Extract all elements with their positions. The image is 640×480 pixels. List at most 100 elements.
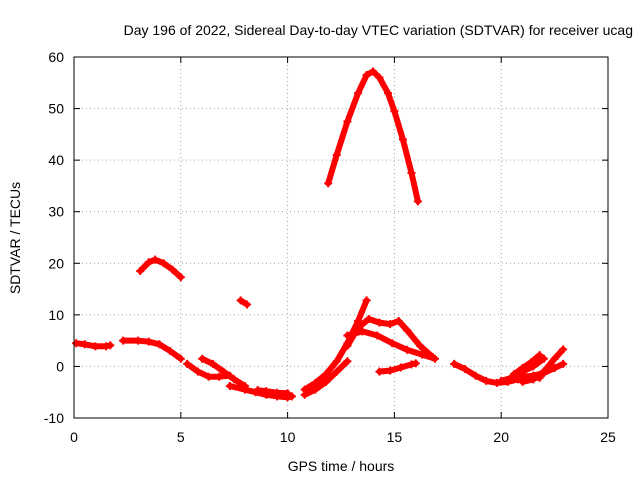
data-point	[311, 378, 320, 387]
data-point	[332, 367, 341, 376]
x-tick-label: 20	[493, 429, 509, 445]
data-point	[283, 389, 292, 398]
data-point	[471, 371, 480, 380]
data-point	[354, 317, 363, 326]
data-point	[394, 317, 403, 326]
series-arc-8	[254, 387, 291, 397]
data-point	[396, 363, 405, 372]
data-point	[373, 331, 382, 340]
data-point	[332, 357, 341, 366]
data-point	[375, 73, 384, 82]
x-tick-label: 5	[177, 429, 185, 445]
data-point	[411, 359, 420, 368]
data-point	[375, 318, 384, 327]
data-point	[383, 89, 392, 98]
data-point	[159, 259, 168, 268]
data-point	[527, 358, 536, 367]
series-arc-2	[120, 337, 184, 362]
data-point	[80, 340, 89, 349]
data-point	[322, 370, 331, 379]
y-tick-label: 20	[48, 255, 64, 271]
data-point	[413, 197, 422, 206]
data-point	[272, 388, 281, 397]
data-point	[354, 89, 363, 98]
data-point	[539, 354, 548, 363]
y-tick-label: -10	[44, 410, 64, 426]
data-point	[450, 359, 459, 368]
data-point	[390, 107, 399, 116]
data-point	[343, 117, 352, 126]
data-point	[262, 387, 271, 396]
data-point	[375, 367, 384, 376]
data-point	[430, 354, 439, 363]
series-arc-3	[137, 256, 184, 281]
data-point	[168, 265, 177, 274]
data-point	[550, 354, 559, 363]
data-point	[518, 377, 527, 386]
data-point	[144, 337, 153, 346]
data-point	[136, 267, 145, 276]
data-point	[407, 360, 416, 369]
data-point	[72, 339, 81, 348]
data-point	[243, 300, 252, 309]
data-point	[155, 340, 164, 349]
data-point	[364, 314, 373, 323]
data-point	[497, 376, 506, 385]
data-point	[343, 331, 352, 340]
data-point	[230, 375, 239, 384]
data-point	[358, 327, 367, 336]
data-point	[91, 342, 100, 351]
y-tick-label: 60	[48, 49, 64, 65]
data-point	[332, 150, 341, 159]
y-tick-label: 0	[56, 358, 64, 374]
data-point	[322, 377, 331, 386]
data-point	[343, 357, 352, 366]
x-tick-label: 10	[280, 429, 296, 445]
data-point	[388, 339, 397, 348]
data-point	[106, 341, 115, 350]
data-point	[102, 342, 111, 351]
data-point	[418, 350, 427, 359]
chart-title: Day 196 of 2022, Sidereal Day-to-day VTE…	[124, 22, 633, 38]
data-point	[176, 273, 185, 282]
data-point	[176, 354, 185, 363]
data-point	[482, 376, 491, 385]
data-point	[208, 359, 217, 368]
data-point	[559, 359, 568, 368]
x-tick-label: 25	[600, 429, 616, 445]
x-tick-label: 15	[387, 429, 403, 445]
data-point	[287, 392, 296, 401]
y-tick-label: 30	[48, 204, 64, 220]
data-point	[416, 341, 425, 350]
data-point	[236, 296, 245, 305]
data-point	[407, 169, 416, 178]
data-point	[386, 366, 395, 375]
data-point	[144, 258, 153, 267]
y-axis-label: SDTVAR / TECUs	[7, 182, 23, 294]
data-point	[403, 326, 412, 335]
data-point	[403, 345, 412, 354]
data-point	[204, 372, 213, 381]
data-point	[311, 385, 320, 394]
data-point	[225, 382, 234, 391]
data-point	[166, 346, 175, 355]
data-point	[559, 345, 568, 354]
data-point	[193, 367, 202, 376]
data-point	[219, 367, 228, 376]
data-point	[183, 359, 192, 368]
data-point	[362, 296, 371, 305]
data-point	[535, 351, 544, 360]
x-axis-label: GPS time / hours	[288, 458, 395, 474]
series-arc-11	[325, 68, 421, 205]
series-layer	[72, 67, 568, 402]
data-point	[343, 341, 352, 350]
data-point	[324, 179, 333, 188]
data-point	[300, 385, 309, 394]
data-point	[510, 370, 519, 379]
data-point	[386, 320, 395, 329]
data-point	[362, 71, 371, 80]
data-point	[529, 375, 538, 384]
data-point	[518, 363, 527, 372]
x-tick-label: 0	[70, 429, 78, 445]
